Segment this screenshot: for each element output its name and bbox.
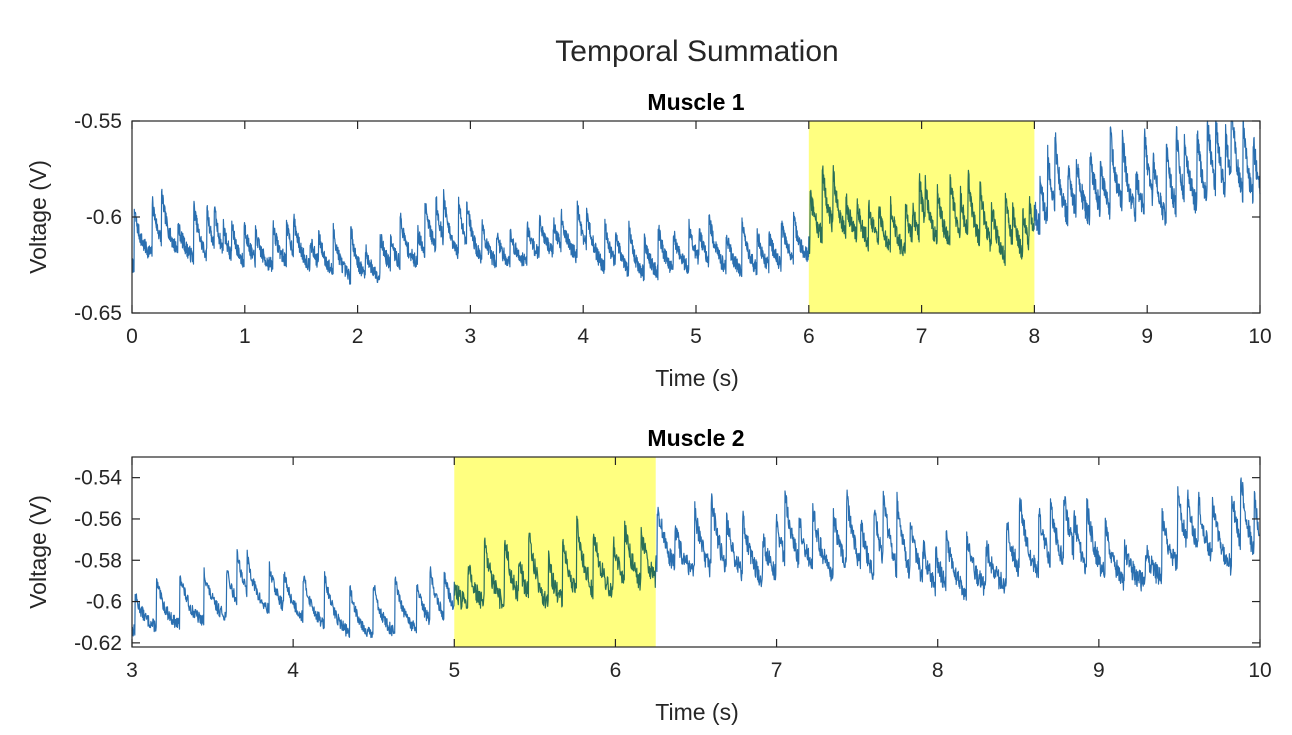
y-tick-label: -0.58	[74, 549, 122, 572]
y-tick-label: -0.56	[74, 508, 122, 531]
voltage-trace-1	[131, 120, 1261, 285]
x-tick-label: 10	[1248, 659, 1271, 682]
y-tick-label: -0.62	[74, 632, 122, 655]
x-tick-label: 1	[239, 325, 251, 348]
plot-area-1	[132, 121, 1260, 313]
x-tick-label: 4	[287, 659, 299, 682]
y-tick-label: -0.54	[74, 467, 122, 490]
x-tick-label: 9	[1093, 659, 1105, 682]
subplot-2-title: Muscle 2	[647, 425, 744, 451]
subplot-1-title: Muscle 1	[647, 89, 744, 115]
x-tick-label: 7	[916, 325, 928, 348]
figure-title: Temporal Summation	[555, 35, 838, 68]
x-axis-label-2: Time (s)	[655, 699, 738, 725]
x-tick-label: 7	[771, 659, 783, 682]
x-tick-label: 9	[1141, 325, 1153, 348]
y-tick-label: -0.55	[74, 110, 122, 133]
x-tick-label: 5	[690, 325, 702, 348]
x-tick-label: 4	[577, 325, 589, 348]
x-tick-label: 6	[803, 325, 815, 348]
x-tick-label: 3	[465, 325, 477, 348]
x-tick-label: 6	[610, 659, 622, 682]
x-tick-label: 2	[352, 325, 364, 348]
x-tick-label: 8	[1029, 325, 1041, 348]
x-tick-label: 3	[126, 659, 138, 682]
highlight-region-2	[454, 457, 656, 647]
axes-box-2	[131, 456, 1261, 648]
y-axis-label-1: Voltage (V)	[25, 160, 51, 274]
y-axis-label-2: Voltage (V)	[25, 495, 51, 609]
y-tick-label: -0.6	[86, 206, 122, 229]
subplot-muscle-2: Muscle 2 3 4 5 6 7 8 9 10 -0.62 -0.6 -0.58 -0.56 -0…	[25, 425, 1272, 725]
x-tick-label: 8	[932, 659, 944, 682]
voltage-trace-2	[131, 477, 1261, 639]
x-axis-label-1: Time (s)	[655, 365, 738, 391]
y-tick-label: -0.65	[74, 302, 122, 325]
x-tick-label: 10	[1248, 325, 1271, 348]
y-tick-label: -0.6	[86, 591, 122, 614]
x-tick-label: 5	[448, 659, 460, 682]
x-tick-label: 0	[126, 325, 138, 348]
subplot-muscle-1: Muscle 1 0 1 2 3 4 5 6 7 8 9 10 -0.65 -0.6 -0.55 Tim…	[25, 89, 1272, 391]
